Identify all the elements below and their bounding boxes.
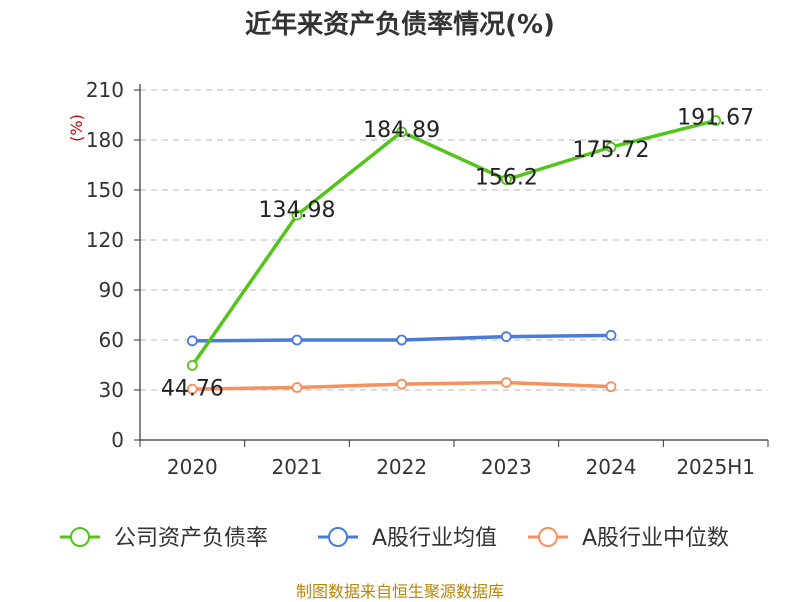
data-labels: 44.76 134.98 184.89 156.2 175.72 191.67: [161, 106, 754, 402]
data-label: 44.76: [161, 376, 224, 401]
data-point: [186, 383, 198, 395]
data-point: [605, 381, 617, 393]
data-point: [396, 378, 408, 390]
x-tick-label: 2022: [376, 455, 427, 479]
series: [186, 115, 722, 395]
data-point: [710, 115, 722, 126]
data-point: [291, 382, 303, 393]
y-tick-label: 90: [99, 278, 124, 302]
axes: 0 30 60 90 120 150 180 210(%) 2020 2021 2022 2023 20…: [67, 78, 769, 479]
chart-title: 近年来资产负债率情况(%): [245, 10, 555, 40]
data-label: 184.89: [363, 118, 440, 143]
data-label: 191.67: [677, 106, 754, 131]
data-label: 134.98: [259, 198, 336, 223]
series-line-0: [190, 118, 717, 367]
grid-lines: [140, 89, 768, 391]
legend-marker: [538, 527, 558, 547]
legend-label: 公司资产负债率: [114, 526, 268, 551]
data-point: [291, 334, 303, 346]
legend-label: A股行业中位数: [582, 526, 729, 551]
data-label: 175.72: [573, 138, 650, 163]
source-note: 制图数据来自恒生聚源数据库: [295, 582, 504, 601]
data-point: [500, 377, 512, 388]
data-point: [291, 209, 303, 221]
data-point: [396, 334, 408, 346]
x-tick-label: 2024: [586, 455, 637, 479]
y-tick-label: 150: [86, 178, 124, 202]
data-label: 156.2: [475, 166, 538, 191]
y-tick-label: 120: [86, 228, 124, 252]
y-tick-label: 0: [111, 428, 124, 452]
y-tick-label: 210: [86, 78, 124, 102]
x-tick-label: 2023: [481, 455, 532, 479]
data-point: [500, 174, 512, 186]
legend-label: A股行业均值: [372, 526, 497, 551]
y-tick-label: 30: [99, 378, 124, 402]
legend: 公司资产负债率 A股行业均值 A股行业中位数: [60, 526, 729, 551]
data-point: [500, 331, 512, 343]
legend-marker: [328, 527, 348, 547]
data-point: [186, 335, 198, 347]
x-tick-label: 2025H1: [676, 455, 755, 479]
legend-marker: [70, 527, 90, 547]
data-point: [186, 359, 198, 371]
x-tick-label: 2021: [272, 455, 323, 479]
y-tick-label: 180: [86, 128, 124, 152]
y-axis-label: (%): [67, 114, 86, 142]
y-tick-label: 60: [99, 328, 124, 352]
data-point: [605, 329, 617, 341]
data-point: [396, 126, 408, 138]
x-tick-label: 2020: [167, 455, 218, 479]
data-point: [605, 141, 617, 153]
